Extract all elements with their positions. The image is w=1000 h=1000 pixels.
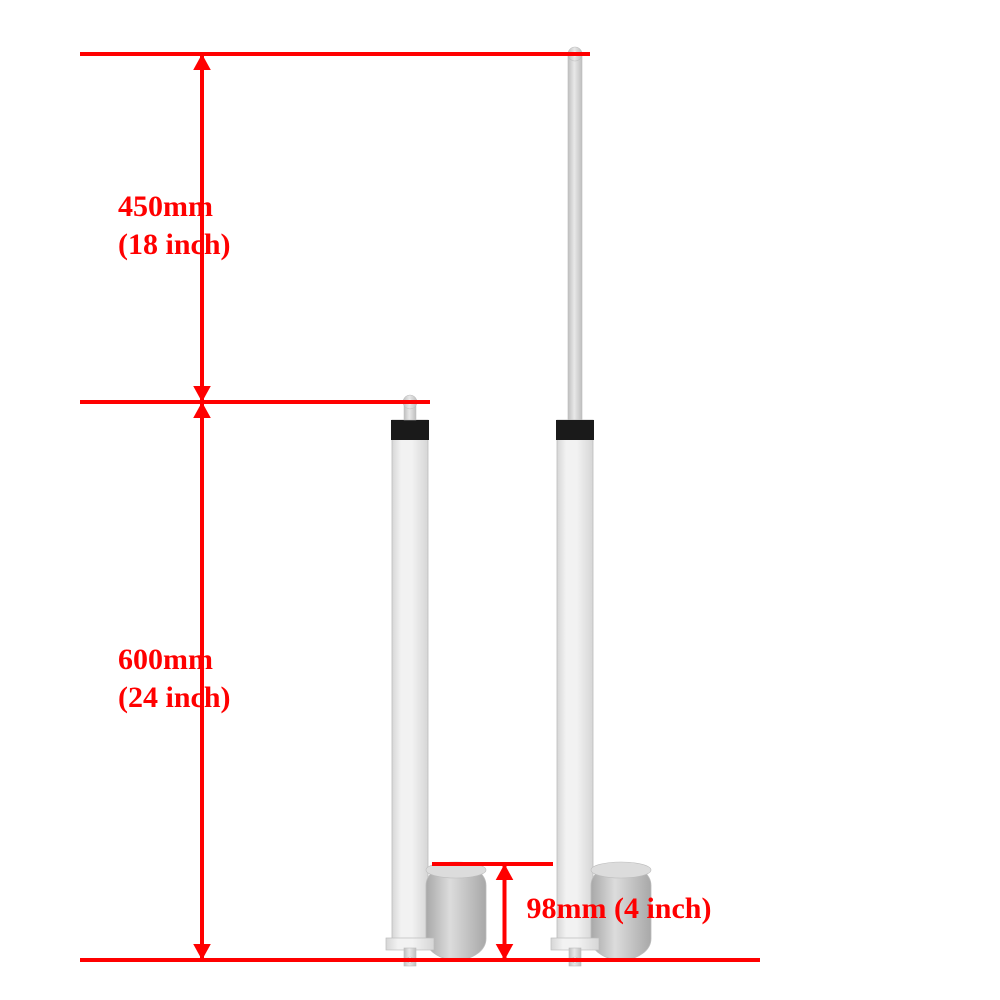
actuator-retracted	[386, 395, 486, 966]
arrow-head-icon	[193, 54, 211, 70]
actuator-illustrations	[386, 47, 651, 966]
label-stroke-mm: 450mm	[118, 190, 213, 223]
label-motor: 98mm (4 inch)	[527, 892, 712, 925]
label-stroke-inch: (18 inch)	[118, 228, 231, 261]
arrow-head-icon	[496, 944, 514, 960]
arrow-head-icon	[193, 402, 211, 418]
arrow-head-icon	[496, 864, 514, 880]
actuator-extended	[551, 47, 651, 966]
label-retracted-mm: 600mm	[118, 643, 213, 676]
arrow-head-icon	[193, 386, 211, 402]
arrow-head-icon	[193, 944, 211, 960]
label-retracted-inch: (24 inch)	[118, 681, 231, 714]
dimension-diagram: 450mm (18 inch) 600mm (24 inch) 98mm (4 inch…	[0, 0, 1000, 1000]
